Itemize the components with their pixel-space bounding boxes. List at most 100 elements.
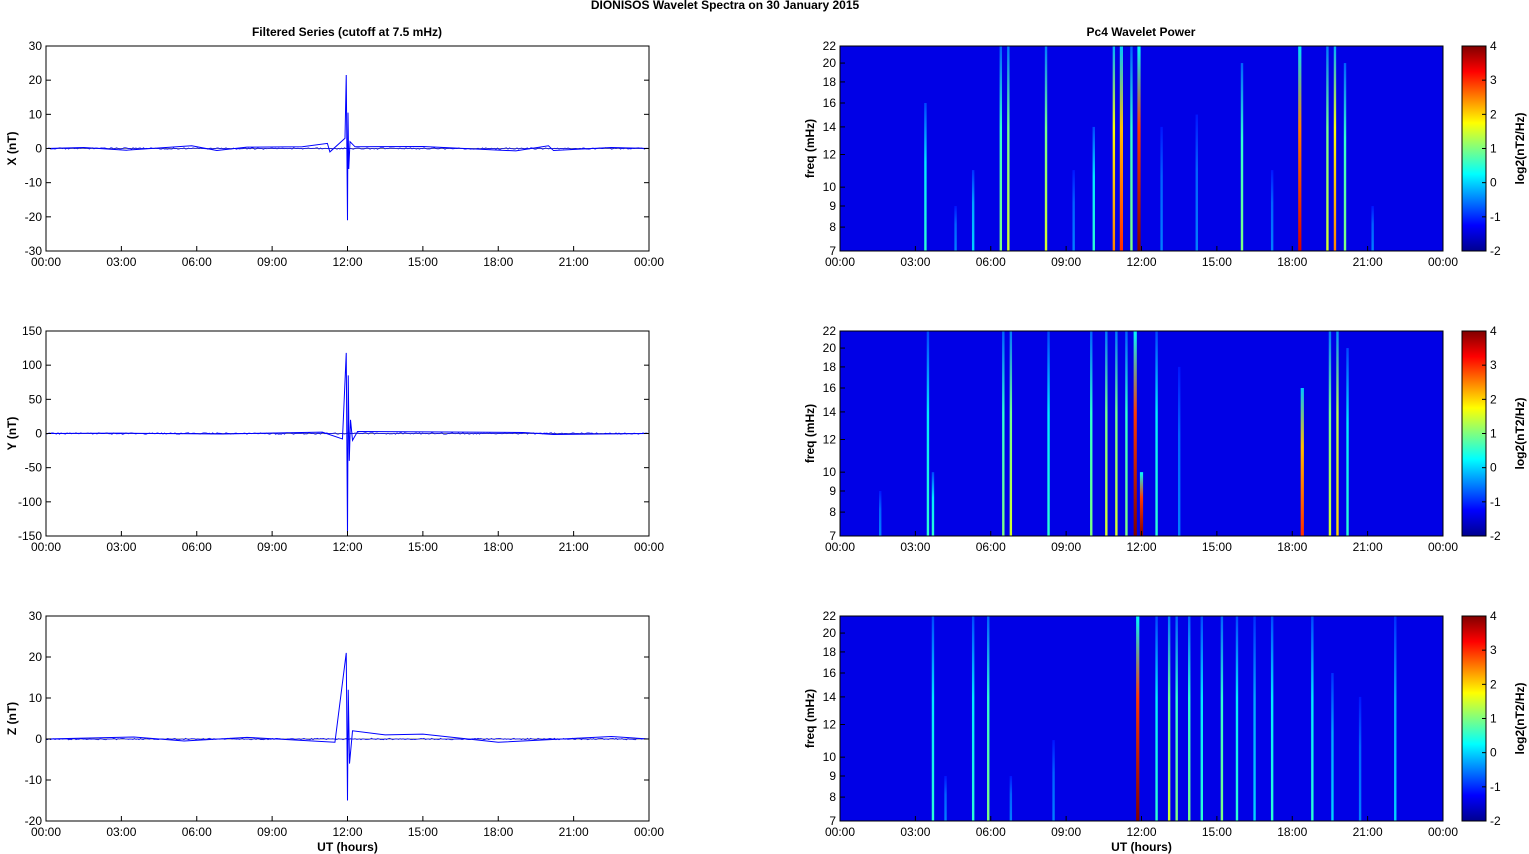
wavelet-burst (1047, 331, 1050, 536)
wavelet-burst (1125, 331, 1128, 536)
x-tick-label: 09:00 (1051, 825, 1081, 839)
x-tick-label: 03:00 (106, 255, 136, 269)
y-tick-label: 10 (823, 750, 837, 764)
wavelet-burst (1195, 114, 1198, 251)
wavelet-burst (931, 616, 935, 821)
colorbar-tick-label: 0 (1490, 461, 1497, 475)
x-tick-label: 09:00 (257, 825, 287, 839)
y-tick-label: 30 (29, 609, 43, 623)
figure-title: DIONISOS Wavelet Spectra on 30 January 2… (591, 0, 860, 12)
colorbar-tick-label: -1 (1490, 210, 1501, 224)
colorbar-tick-label: 3 (1490, 358, 1497, 372)
x-tick-label: 00:00 (634, 825, 664, 839)
y-tick-label: 8 (829, 790, 836, 804)
y-tick-label: -50 (25, 461, 43, 475)
y-tick-label: 0 (35, 142, 42, 156)
trace-line (45, 652, 650, 801)
y-tick-label: 50 (29, 392, 43, 406)
x-tick-label: 09:00 (1051, 255, 1081, 269)
y-tick-label: 20 (29, 650, 43, 664)
x-axis-label: UT (hours) (317, 840, 378, 854)
wavelet-burst (1119, 46, 1123, 251)
wavelet-burst (944, 776, 947, 821)
wavelet-burst (1270, 170, 1274, 251)
y-tick-label: 18 (823, 360, 837, 374)
x-tick-label: 15:00 (1202, 255, 1232, 269)
y-tick-label: 14 (823, 120, 837, 134)
x-tick-label: 00:00 (1428, 825, 1458, 839)
y-tick-label: 16 (823, 96, 837, 110)
wavelet-burst (1336, 331, 1339, 536)
wavelet-burst (1105, 331, 1108, 536)
x-tick-label: 06:00 (182, 255, 212, 269)
wavelet-burst (1298, 46, 1302, 251)
wavelet-burst (1155, 616, 1158, 821)
wavelet-burst (1052, 740, 1055, 821)
y-tick-label: 9 (829, 769, 836, 783)
y-tick-label: 14 (823, 690, 837, 704)
wavelet-burst (931, 472, 935, 536)
wavelet-burst (1220, 616, 1224, 821)
wavelet-burst (999, 46, 1002, 251)
x-tick-label: 15:00 (408, 540, 438, 554)
y-axis-label: freq (mHz) (803, 404, 817, 463)
colorbar-tick-label: 4 (1490, 609, 1497, 623)
y-tick-label: 22 (823, 609, 837, 623)
y-tick-label: 0 (35, 732, 42, 746)
x-tick-label: 03:00 (900, 540, 930, 554)
wavelet-burst (1133, 331, 1137, 536)
colorbar-tick-label: 1 (1490, 427, 1497, 441)
y-tick-label: 8 (829, 505, 836, 519)
wavelet-burst (1300, 388, 1304, 536)
wavelet-burst (1270, 616, 1274, 821)
wavelet-burst (1160, 126, 1163, 251)
y-tick-label: 22 (823, 324, 837, 338)
x-tick-label: 21:00 (1353, 825, 1383, 839)
x-tick-label: 21:00 (1353, 540, 1383, 554)
y-tick-label: -150 (18, 529, 42, 543)
wavelet-burst (971, 616, 975, 821)
y-tick-label: 20 (823, 341, 837, 355)
colorbar-tick-label: 4 (1490, 39, 1497, 53)
wavelet-burst (1177, 366, 1181, 536)
x-tick-label: 12:00 (332, 255, 362, 269)
colorbar-tick-label: -2 (1490, 814, 1501, 828)
x-tick-label: 15:00 (1202, 540, 1232, 554)
y-tick-label: 0 (35, 427, 42, 441)
colorbar: 4 3 2 1 0 -1 -2 log2(nT2/Hz) (1461, 609, 1527, 828)
wavelet-burst (1167, 616, 1171, 821)
y-tick-label: 22 (823, 39, 837, 53)
x-tick-label: 06:00 (976, 540, 1006, 554)
x-tick-label: 00:00 (634, 255, 664, 269)
y-tick-label: 9 (829, 484, 836, 498)
colorbar-tick-label: 2 (1490, 107, 1497, 121)
x-axis-label: UT (hours) (1111, 840, 1172, 854)
x-tick-label: 12:00 (1126, 540, 1156, 554)
y-tick-label: 30 (29, 39, 43, 53)
y-axis-label: X (nT) (5, 132, 19, 166)
x-tick-label: 15:00 (408, 825, 438, 839)
wavelet-burst (926, 331, 930, 536)
x-tick-label: 03:00 (900, 825, 930, 839)
x-tick-label: 00:00 (634, 540, 664, 554)
x-tick-label: 15:00 (1202, 825, 1232, 839)
y-tick-label: 7 (829, 244, 836, 258)
y-tick-label: 10 (823, 180, 837, 194)
y-tick-label: 12 (823, 718, 837, 732)
x-tick-label: 18:00 (1277, 540, 1307, 554)
wavelet-burst (1358, 696, 1362, 821)
y-tick-label: -10 (25, 176, 43, 190)
heatmap-background (840, 616, 1443, 821)
colorbar-tick-label: 1 (1490, 142, 1497, 156)
y-axis-label: freq (mHz) (803, 119, 817, 178)
y-tick-label: 12 (823, 148, 837, 162)
x-tick-label: 00:00 (825, 825, 855, 839)
x-tick-label: 18:00 (1277, 255, 1307, 269)
x-tick-label: 06:00 (182, 825, 212, 839)
x-tick-label: 00:00 (31, 825, 61, 839)
x-tick-label: 12:00 (332, 825, 362, 839)
y-tick-label: -20 (25, 814, 43, 828)
